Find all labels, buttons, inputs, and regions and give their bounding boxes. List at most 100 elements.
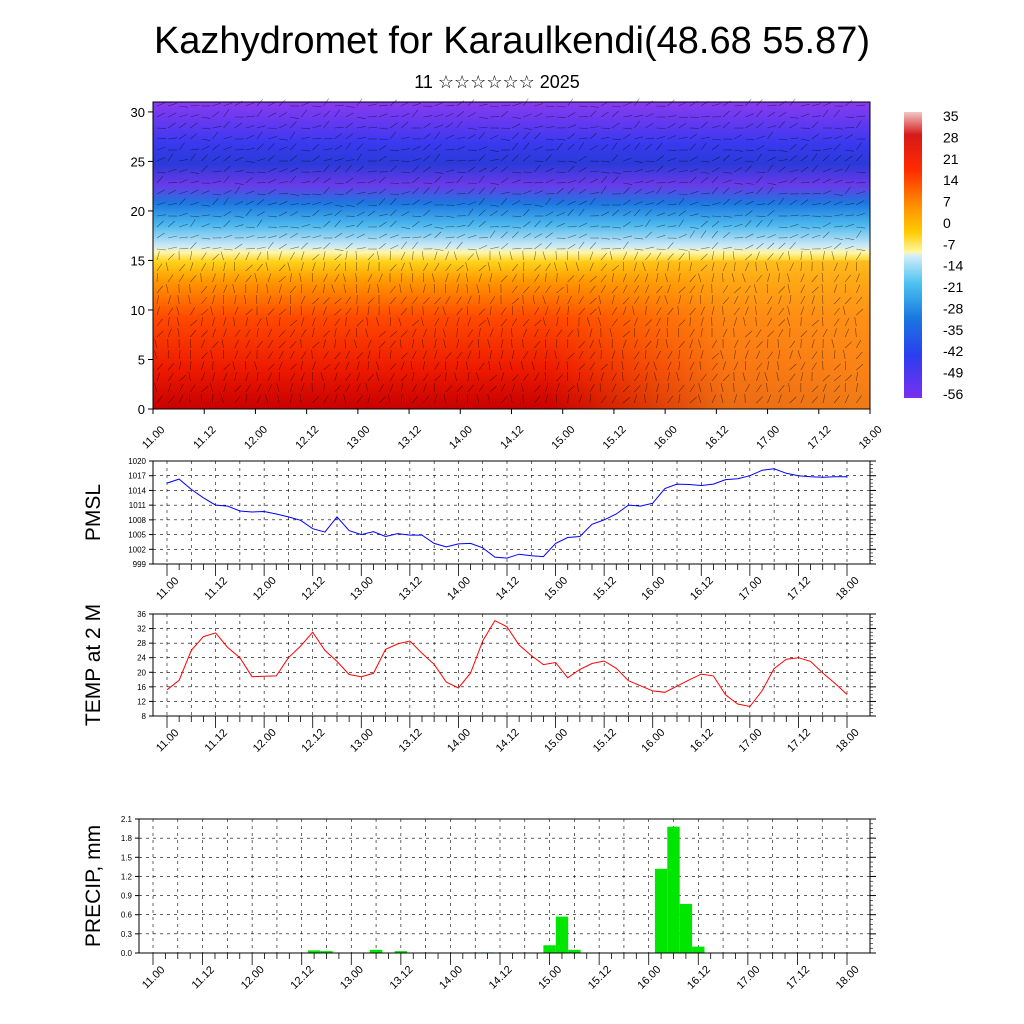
precip-bar (543, 945, 556, 953)
pmsl-line (166, 468, 847, 559)
pmsl-ytick-label: 1005 (128, 531, 146, 540)
temp-ytick-label: 16 (137, 683, 146, 692)
pmsl-xtick-label: 17.12 (785, 575, 813, 603)
colorbar-label: 28 (943, 129, 959, 145)
pmsl-xtick-label: 18.00 (834, 575, 862, 603)
section-xtick-label: 12.12 (293, 424, 321, 452)
precip-xtick-label: 17.00 (735, 964, 763, 992)
section-xtick-label: 13.12 (396, 424, 424, 452)
colorbar-label: -14 (943, 258, 963, 274)
pmsl-grid (153, 460, 870, 565)
section-xtick-label: 16.12 (703, 424, 731, 452)
temp-frame (152, 613, 871, 717)
colorbar-label: 0 (943, 215, 951, 231)
temp-grid (153, 613, 870, 717)
pmsl-ytick-label: 1008 (128, 516, 146, 525)
pmsl-ytick-label: 1011 (129, 501, 147, 510)
page-subtitle: 11 ☆☆☆☆☆☆ 2025 (414, 72, 580, 92)
colorbar-label: -21 (943, 279, 963, 295)
precip-xtick-label: 13.00 (338, 964, 366, 992)
section-xtick-label: 17.00 (754, 424, 782, 452)
section-xtick-label: 18.00 (857, 424, 885, 452)
temp-line (166, 619, 848, 708)
temp-ylabel: TEMP at 2 M (82, 604, 105, 726)
precip-ytick-label: 0.6 (121, 911, 133, 920)
pmsl-ytick-label: 1014 (128, 486, 146, 495)
pmsl-xtick-label: 16.00 (639, 575, 667, 603)
precip-ytick-label: 1.8 (121, 834, 133, 843)
section-xtick-label: 15.12 (601, 424, 629, 452)
temp-xtick-label: 13.00 (348, 727, 376, 755)
precip-xtick-label: 17.12 (784, 964, 812, 992)
precip-grid (139, 818, 870, 954)
precip-ytick-label: 0.3 (121, 930, 133, 939)
pmsl-ytick-label: 1017 (128, 472, 146, 481)
precip-ytick-label: 0.9 (121, 892, 133, 901)
section-xtick-label: 12.00 (242, 424, 270, 452)
precip-xtick-label: 13.12 (388, 964, 416, 992)
temp-xtick-label: 11.00 (154, 727, 181, 754)
pmsl-ylabel: PMSL (82, 484, 105, 541)
pmsl-frame (152, 460, 871, 565)
temp-ytick-label: 24 (137, 654, 146, 663)
pmsl-xtick-label: 16.12 (688, 575, 716, 603)
pmsl-xtick-label: 15.12 (591, 575, 619, 603)
pmsl-xtick-label: 14.00 (445, 575, 473, 603)
precip-ytick-label: 2.1 (121, 815, 133, 824)
temp-xtick-label: 17.00 (737, 727, 765, 755)
pmsl-xtick-label: 11.12 (203, 575, 230, 602)
precip-bar (568, 949, 581, 953)
page-title: Kazhydromet for Karaulkendi(48.68 55.87) (153, 20, 871, 62)
colorbar-label: -56 (943, 386, 963, 402)
section-xtick-label: 17.12 (806, 424, 834, 452)
section-xtick-label: 14.00 (447, 424, 475, 452)
colorbar-label: -28 (943, 300, 963, 316)
precip-xtick-label: 12.00 (239, 964, 267, 992)
precip-xtick-label: 16.00 (635, 964, 663, 992)
temp-ytick-label: 12 (137, 697, 146, 706)
pmsl-xtick-label: 14.12 (494, 575, 522, 603)
precip-xtick-label: 14.12 (487, 964, 515, 992)
section-ytick-label: 30 (131, 105, 145, 120)
wind-barbs (154, 98, 866, 404)
temp-xtick-label: 12.00 (251, 727, 279, 755)
section-xtick-label: 14.12 (498, 424, 526, 452)
pmsl-xtick-label: 11.00 (154, 575, 181, 602)
precip-xtick-label: 18.00 (834, 964, 862, 992)
section-xtick-label: 13.00 (345, 424, 373, 452)
precip-xtick-label: 11.12 (190, 964, 217, 991)
heatmap-shade (153, 260, 870, 409)
colorbar-label: -49 (943, 365, 963, 381)
precip-ytick-label: 0.0 (121, 949, 133, 958)
colorbar-label: 14 (943, 172, 959, 188)
colorbar-label: 35 (943, 108, 959, 124)
precip-bar (555, 916, 569, 953)
precip-xtick-label: 12.12 (288, 964, 316, 992)
section-ytick-label: 10 (131, 303, 145, 318)
precip-bar (394, 951, 408, 953)
pmsl-xtick-label: 13.12 (397, 575, 425, 603)
precip-xtick-label: 14.00 (437, 964, 465, 992)
precip-bar (654, 868, 668, 953)
precip-bar (692, 946, 705, 953)
pmsl-xtick-label: 12.12 (299, 575, 327, 603)
pmsl-xtick-label: 12.00 (251, 575, 279, 603)
section-xtick-label: 11.12 (191, 424, 218, 451)
pmsl-xtick-label: 13.00 (348, 575, 376, 603)
pmsl-ytick-label: 999 (133, 560, 147, 569)
temp-ytick-label: 20 (137, 668, 146, 677)
pmsl-ytick-label: 1002 (128, 545, 146, 554)
precip-bar (667, 826, 680, 953)
pmsl-xtick-label: 17.00 (737, 575, 765, 603)
colorbar-label: -42 (943, 343, 963, 359)
precip-frame (138, 818, 871, 954)
temp-xtick-label: 16.12 (688, 727, 716, 755)
pmsl-xtick-label: 15.00 (542, 575, 570, 603)
precip-bar (679, 903, 693, 953)
section-ytick-label: 15 (131, 253, 145, 268)
temp-xtick-label: 11.12 (203, 727, 230, 754)
temp-xtick-label: 13.12 (397, 727, 425, 755)
temp-ytick-label: 8 (142, 712, 147, 721)
temp-xtick-label: 14.12 (494, 727, 522, 755)
temp-xtick-label: 18.00 (834, 727, 862, 755)
